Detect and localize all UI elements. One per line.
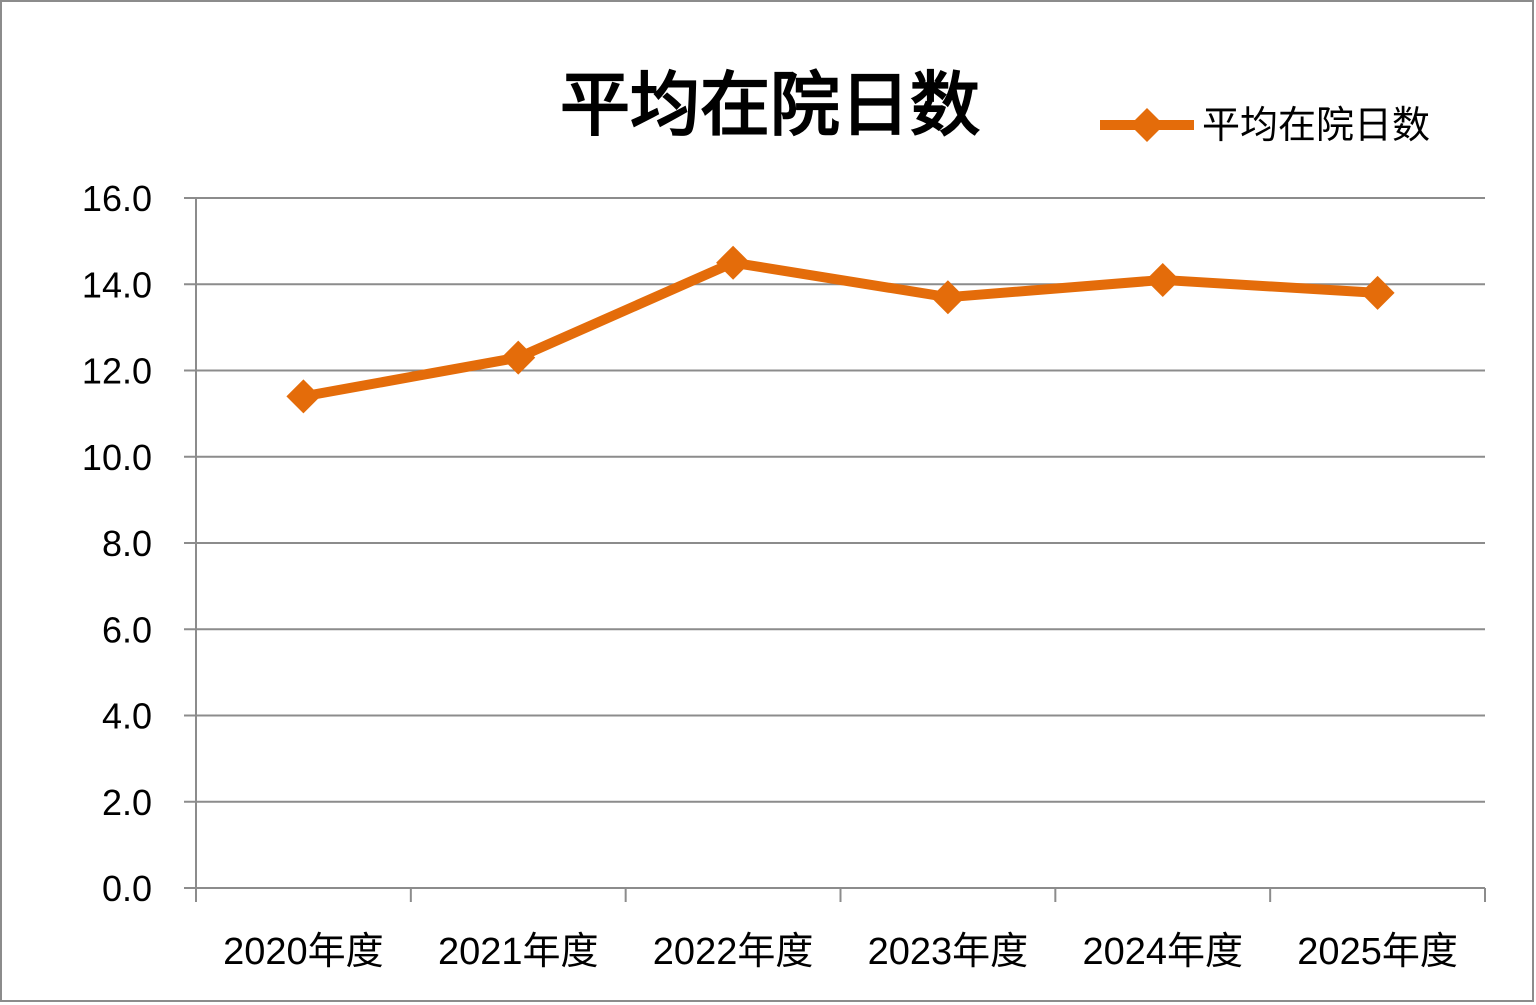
y-tick-label: 0.0 [102,868,152,909]
x-tick-label: 2023年度 [868,931,1029,973]
x-tick-label: 2025年度 [1297,931,1458,973]
legend-label: 平均在院日数 [1202,103,1430,147]
y-tick-label: 6.0 [102,609,152,650]
x-axis: 2020年度 2021年度 2022年度 2023年度 2024年度 2025年度 [195,887,1486,973]
legend: 平均在院日数 [1100,103,1430,147]
y-tick-label: 10.0 [82,437,152,478]
chart-title: 平均在院日数 [560,64,980,146]
y-tick-label: 4.0 [102,696,152,737]
legend-marker [1130,108,1164,142]
data-point-marker [930,280,965,315]
y-tick-label: 14.0 [82,264,152,305]
y-tick-label: 8.0 [102,523,152,564]
gridlines [196,197,1485,803]
x-tick-label: 2020年度 [223,931,384,973]
x-tick-label: 2024年度 [1082,931,1243,973]
series-line [302,257,1378,402]
x-tick-label: 2021年度 [438,931,599,973]
data-point-marker [1360,275,1395,310]
data-point-marker [501,340,536,375]
data-point-marker [1145,262,1180,297]
data-point-marker [286,379,321,414]
y-tick-label: 16.0 [82,178,152,219]
data-markers [286,245,1395,414]
y-tick-label: 2.0 [102,782,152,823]
y-axis: 0.0 2.0 4.0 6.0 8.0 10.0 12.0 14.0 16.0 [82,178,197,909]
y-tick-label: 12.0 [82,351,152,392]
data-point-marker [716,245,751,280]
series-line-group [302,257,1378,402]
x-tick-label: 2022年度 [653,931,814,973]
